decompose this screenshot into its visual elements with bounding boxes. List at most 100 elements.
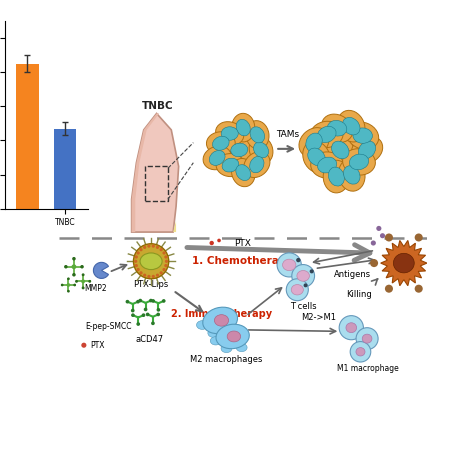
Ellipse shape [236,119,250,136]
Ellipse shape [236,164,251,181]
Circle shape [72,264,76,269]
Circle shape [142,313,146,317]
Ellipse shape [323,160,350,193]
Text: T cells: T cells [290,302,317,311]
Ellipse shape [318,126,336,143]
Circle shape [152,245,155,248]
Circle shape [134,244,169,279]
Circle shape [82,273,84,276]
Circle shape [81,279,85,283]
Circle shape [376,226,382,231]
Circle shape [126,300,129,303]
Circle shape [147,275,151,278]
Circle shape [164,255,167,259]
Ellipse shape [216,324,249,349]
Ellipse shape [297,271,310,281]
Circle shape [73,283,76,286]
Ellipse shape [310,121,343,147]
Circle shape [156,308,160,311]
Circle shape [143,246,146,249]
Circle shape [370,259,378,267]
Circle shape [162,299,165,303]
Ellipse shape [216,122,244,146]
Bar [54,128,76,209]
Ellipse shape [349,154,369,170]
Ellipse shape [299,128,329,157]
Circle shape [296,258,301,262]
Ellipse shape [225,138,254,162]
Text: M1 macrophage: M1 macrophage [337,365,399,374]
Ellipse shape [308,148,325,166]
Text: E-pep-SMCC: E-pep-SMCC [85,322,131,331]
Text: M2 macrophages: M2 macrophages [190,356,263,365]
Circle shape [137,322,140,326]
Text: TAMs: TAMs [276,130,299,139]
Ellipse shape [306,133,322,152]
Text: 1. Chemotherapy: 1. Chemotherapy [192,256,293,266]
Circle shape [134,260,137,263]
Ellipse shape [197,320,208,329]
Polygon shape [381,240,427,286]
Text: Antigens: Antigens [334,270,371,279]
Ellipse shape [208,328,219,337]
Ellipse shape [224,328,236,337]
Circle shape [67,290,70,292]
Circle shape [356,328,378,350]
Ellipse shape [231,158,255,187]
Circle shape [164,264,167,267]
Ellipse shape [210,337,221,345]
Ellipse shape [212,137,229,150]
Circle shape [137,251,140,255]
Circle shape [82,286,84,289]
Ellipse shape [216,154,245,177]
Circle shape [72,273,76,276]
Ellipse shape [342,118,360,135]
Ellipse shape [303,141,330,173]
Circle shape [143,273,146,277]
Circle shape [156,246,159,249]
Ellipse shape [231,143,248,157]
Wedge shape [93,263,109,278]
Circle shape [137,268,140,271]
Circle shape [131,309,135,312]
Circle shape [67,277,70,280]
Circle shape [371,240,376,246]
Text: TNBC: TNBC [142,101,173,111]
Circle shape [156,313,160,316]
Circle shape [385,285,393,293]
Circle shape [138,299,142,302]
Circle shape [151,299,155,303]
Circle shape [61,283,64,286]
Circle shape [139,271,143,274]
Circle shape [429,259,438,267]
Circle shape [415,234,423,242]
Ellipse shape [250,156,264,173]
Ellipse shape [254,142,269,158]
Ellipse shape [346,122,379,149]
Ellipse shape [331,141,349,159]
Ellipse shape [358,141,375,159]
Circle shape [163,268,166,271]
Circle shape [64,265,68,268]
Ellipse shape [210,150,225,165]
Circle shape [151,321,155,325]
Ellipse shape [351,136,383,164]
Ellipse shape [283,259,296,271]
Circle shape [277,253,301,277]
Ellipse shape [291,284,303,295]
Circle shape [75,280,78,283]
Circle shape [144,308,147,311]
Circle shape [160,271,163,274]
Ellipse shape [353,128,373,143]
Circle shape [66,283,70,287]
Ellipse shape [338,159,365,191]
Ellipse shape [344,166,360,184]
Circle shape [135,255,138,259]
Text: M2->M1: M2->M1 [301,313,336,322]
Circle shape [163,251,166,255]
Ellipse shape [328,120,347,136]
Ellipse shape [250,127,264,143]
Circle shape [135,264,138,267]
Ellipse shape [244,152,270,178]
Circle shape [339,316,364,340]
